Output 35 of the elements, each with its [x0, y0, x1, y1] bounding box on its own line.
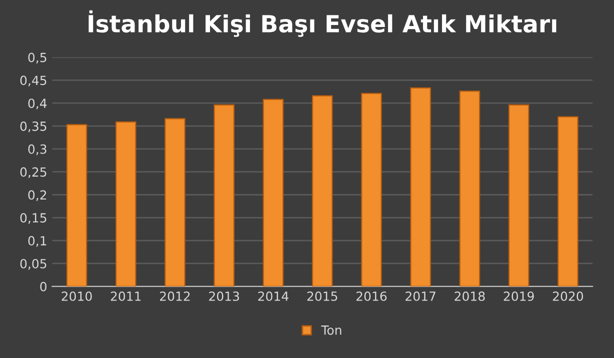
- bar: [558, 116, 578, 286]
- bar: [459, 90, 480, 286]
- x-tick-label: 2019: [504, 291, 534, 301]
- x-tick-label: 2013: [209, 291, 240, 301]
- x-tick-label: 2010: [62, 291, 92, 301]
- bar: [66, 124, 88, 286]
- bar: [262, 98, 284, 286]
- x-tick-label: 2016: [356, 291, 387, 301]
- x-tick-label: 2020: [552, 291, 584, 301]
- legend-label: Ton: [321, 326, 342, 335]
- y-tick-label: 0,15: [20, 213, 46, 224]
- x-tick-label: 2017: [406, 291, 436, 301]
- bar: [361, 92, 382, 286]
- x-tick-label: 2012: [160, 291, 190, 301]
- x-tick-label: 2018: [454, 291, 485, 301]
- y-tick-label: 0,4: [28, 98, 47, 110]
- x-tick-label: 2014: [258, 291, 288, 301]
- y-tick-label: 0,1: [28, 236, 46, 247]
- bar: [312, 95, 333, 286]
- chart-title: İstanbul Kişi Başı Evsel Atık Miktarı: [88, 10, 556, 37]
- x-tick-label: 2011: [110, 291, 141, 301]
- y-tick-label: 0,45: [20, 76, 46, 86]
- y-tick-label: 0,5: [28, 52, 46, 64]
- y-tick-label: 0: [40, 282, 46, 292]
- bar: [164, 118, 186, 286]
- y-tick-label: 0,2: [28, 190, 46, 201]
- bar: [410, 87, 431, 286]
- y-tick-label: 0,3: [28, 144, 46, 156]
- bar: [115, 121, 136, 286]
- y-tick-label: 0,25: [20, 167, 46, 178]
- bar: [214, 104, 234, 286]
- y-tick-label: 0,35: [20, 121, 46, 132]
- x-tick-label: 2015: [307, 291, 338, 301]
- bar: [508, 104, 530, 286]
- y-tick-label: 0,05: [20, 258, 46, 270]
